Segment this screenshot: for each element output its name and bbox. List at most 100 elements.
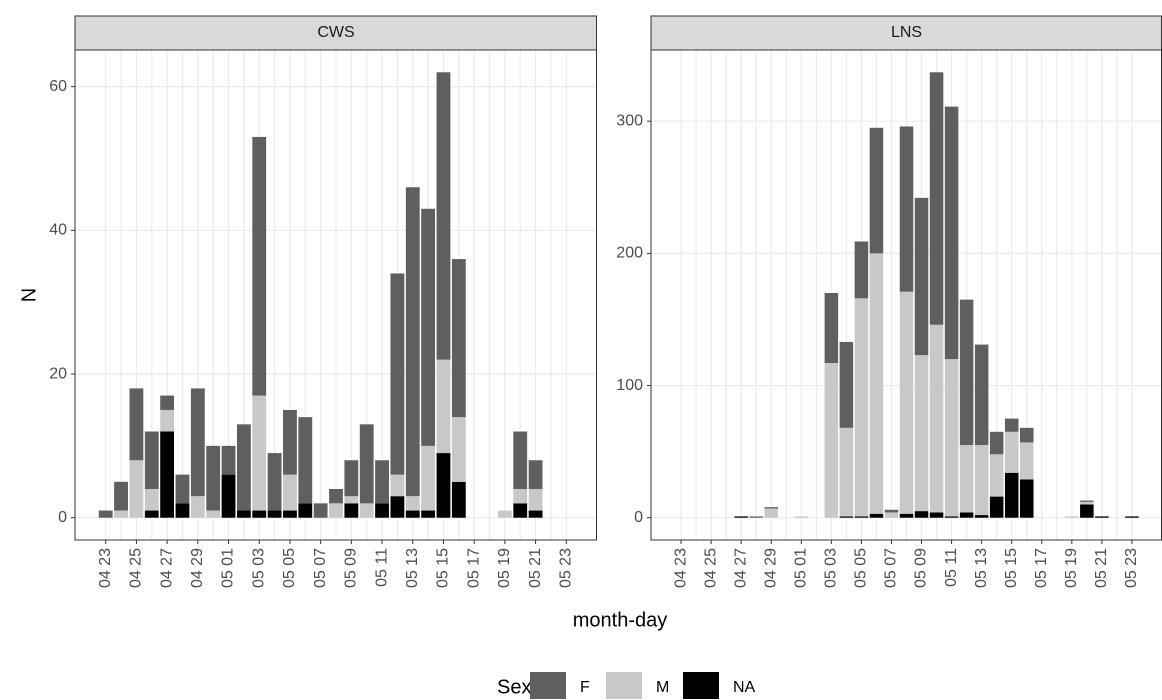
bar-segment	[390, 496, 405, 518]
x-tick-label: 04 25	[702, 548, 719, 588]
x-tick-label: 05 21	[1093, 548, 1110, 588]
bar-segment	[1095, 516, 1109, 518]
bar-segment	[528, 460, 543, 489]
bar-segment	[175, 503, 190, 518]
x-tick-label: 05 19	[1063, 548, 1080, 588]
legend-swatch	[530, 672, 566, 699]
panel-border	[74, 49, 597, 541]
bar-segment	[329, 503, 343, 518]
bar-segment	[405, 510, 420, 518]
bar-segment	[899, 513, 914, 518]
x-tick-label: 05 01	[220, 548, 237, 588]
bar-segment	[144, 510, 159, 518]
bar-segment	[236, 510, 251, 518]
bar-segment	[929, 72, 944, 325]
bar-segment	[914, 355, 929, 512]
y-tick-label: 0	[634, 509, 643, 526]
bar-segment	[974, 515, 989, 518]
x-tick-label: 05 15	[435, 548, 452, 588]
bar-segment	[451, 259, 466, 418]
bar-segment	[884, 509, 899, 513]
bar-segment	[114, 481, 128, 511]
bar-segment	[175, 474, 190, 504]
x-tick-label: 05 17	[1033, 548, 1050, 588]
x-tick-label: 05 15	[1003, 548, 1020, 588]
bar-segment	[989, 431, 1004, 455]
bar-segment	[160, 409, 175, 432]
bar-segment	[375, 503, 389, 518]
y-axis-title: N	[18, 288, 40, 302]
x-tick-label: 04 23	[97, 548, 114, 588]
y-tick-label: 60	[49, 78, 67, 95]
x-tick-label: 05 23	[558, 548, 575, 588]
bar-segment	[869, 513, 884, 518]
x-tick-label: 05 05	[853, 548, 870, 588]
x-tick-label: 05 13	[404, 548, 421, 588]
bar-segment	[513, 503, 528, 518]
x-tick-label: 05 03	[823, 548, 840, 588]
legend-label: M	[656, 679, 669, 696]
bar-segment	[451, 417, 466, 482]
bar-segment	[944, 106, 959, 360]
legend-swatch	[606, 672, 642, 699]
bar-segment	[1080, 501, 1094, 505]
bar-segment	[298, 417, 313, 504]
bar-segment	[734, 516, 748, 518]
x-tick-label: 04 29	[189, 548, 206, 588]
bar-segment	[959, 299, 974, 446]
bar-segment	[206, 510, 221, 518]
bar-segment	[749, 516, 763, 518]
bar-segment	[869, 253, 884, 514]
x-tick-label: 05 01	[793, 548, 810, 588]
bar-segment	[144, 488, 159, 511]
bar-segment	[794, 516, 809, 518]
bar-segment	[114, 510, 128, 518]
bar-segment	[283, 510, 297, 518]
bar-segment	[267, 510, 282, 518]
x-tick-label: 05 09	[913, 548, 930, 588]
bar-segment	[298, 503, 313, 518]
bar-segment	[329, 488, 343, 504]
bar-segment	[344, 496, 359, 504]
bar-segment	[839, 341, 854, 428]
bar-segment	[236, 424, 251, 511]
bar-segment	[1125, 516, 1139, 518]
bar-segment	[839, 516, 854, 518]
bar-segment	[528, 488, 543, 511]
bar-segment	[1080, 500, 1094, 502]
bar-segment	[436, 359, 451, 454]
y-tick-label: 20	[49, 365, 67, 382]
bar-segment	[421, 208, 436, 446]
strip-label: LNS	[891, 24, 922, 41]
bar-segment	[884, 512, 899, 518]
y-tick-label: 40	[49, 222, 67, 239]
x-tick-label: 05 09	[343, 548, 360, 588]
y-tick-label: 100	[616, 377, 643, 394]
strip	[74, 15, 597, 51]
bar-segment	[1019, 479, 1034, 518]
bar-segment	[899, 126, 914, 292]
bar-segment	[764, 508, 778, 518]
legend-swatch	[683, 672, 719, 699]
x-axis-title: month-day	[573, 609, 668, 631]
bar-segment	[929, 512, 944, 518]
bar-segment	[974, 344, 989, 446]
bar-segment	[421, 445, 436, 511]
bar-segment	[1004, 472, 1019, 518]
x-tick-label: 05 05	[281, 548, 298, 588]
bar-segment	[1019, 442, 1034, 480]
bar-segment	[914, 197, 929, 356]
bar-segment	[267, 453, 282, 511]
x-tick-label: 04 23	[672, 548, 689, 588]
bar-segment	[824, 293, 839, 364]
bar-segment	[405, 187, 420, 497]
y-tick-label: 0	[58, 509, 67, 526]
bar-segment	[451, 481, 466, 518]
bar-segment	[98, 510, 113, 518]
bar-segment	[283, 474, 297, 511]
y-tick-label: 300	[616, 112, 643, 129]
bar-segment	[824, 363, 839, 518]
bar-segment	[160, 431, 175, 518]
bar-segment	[190, 496, 205, 518]
